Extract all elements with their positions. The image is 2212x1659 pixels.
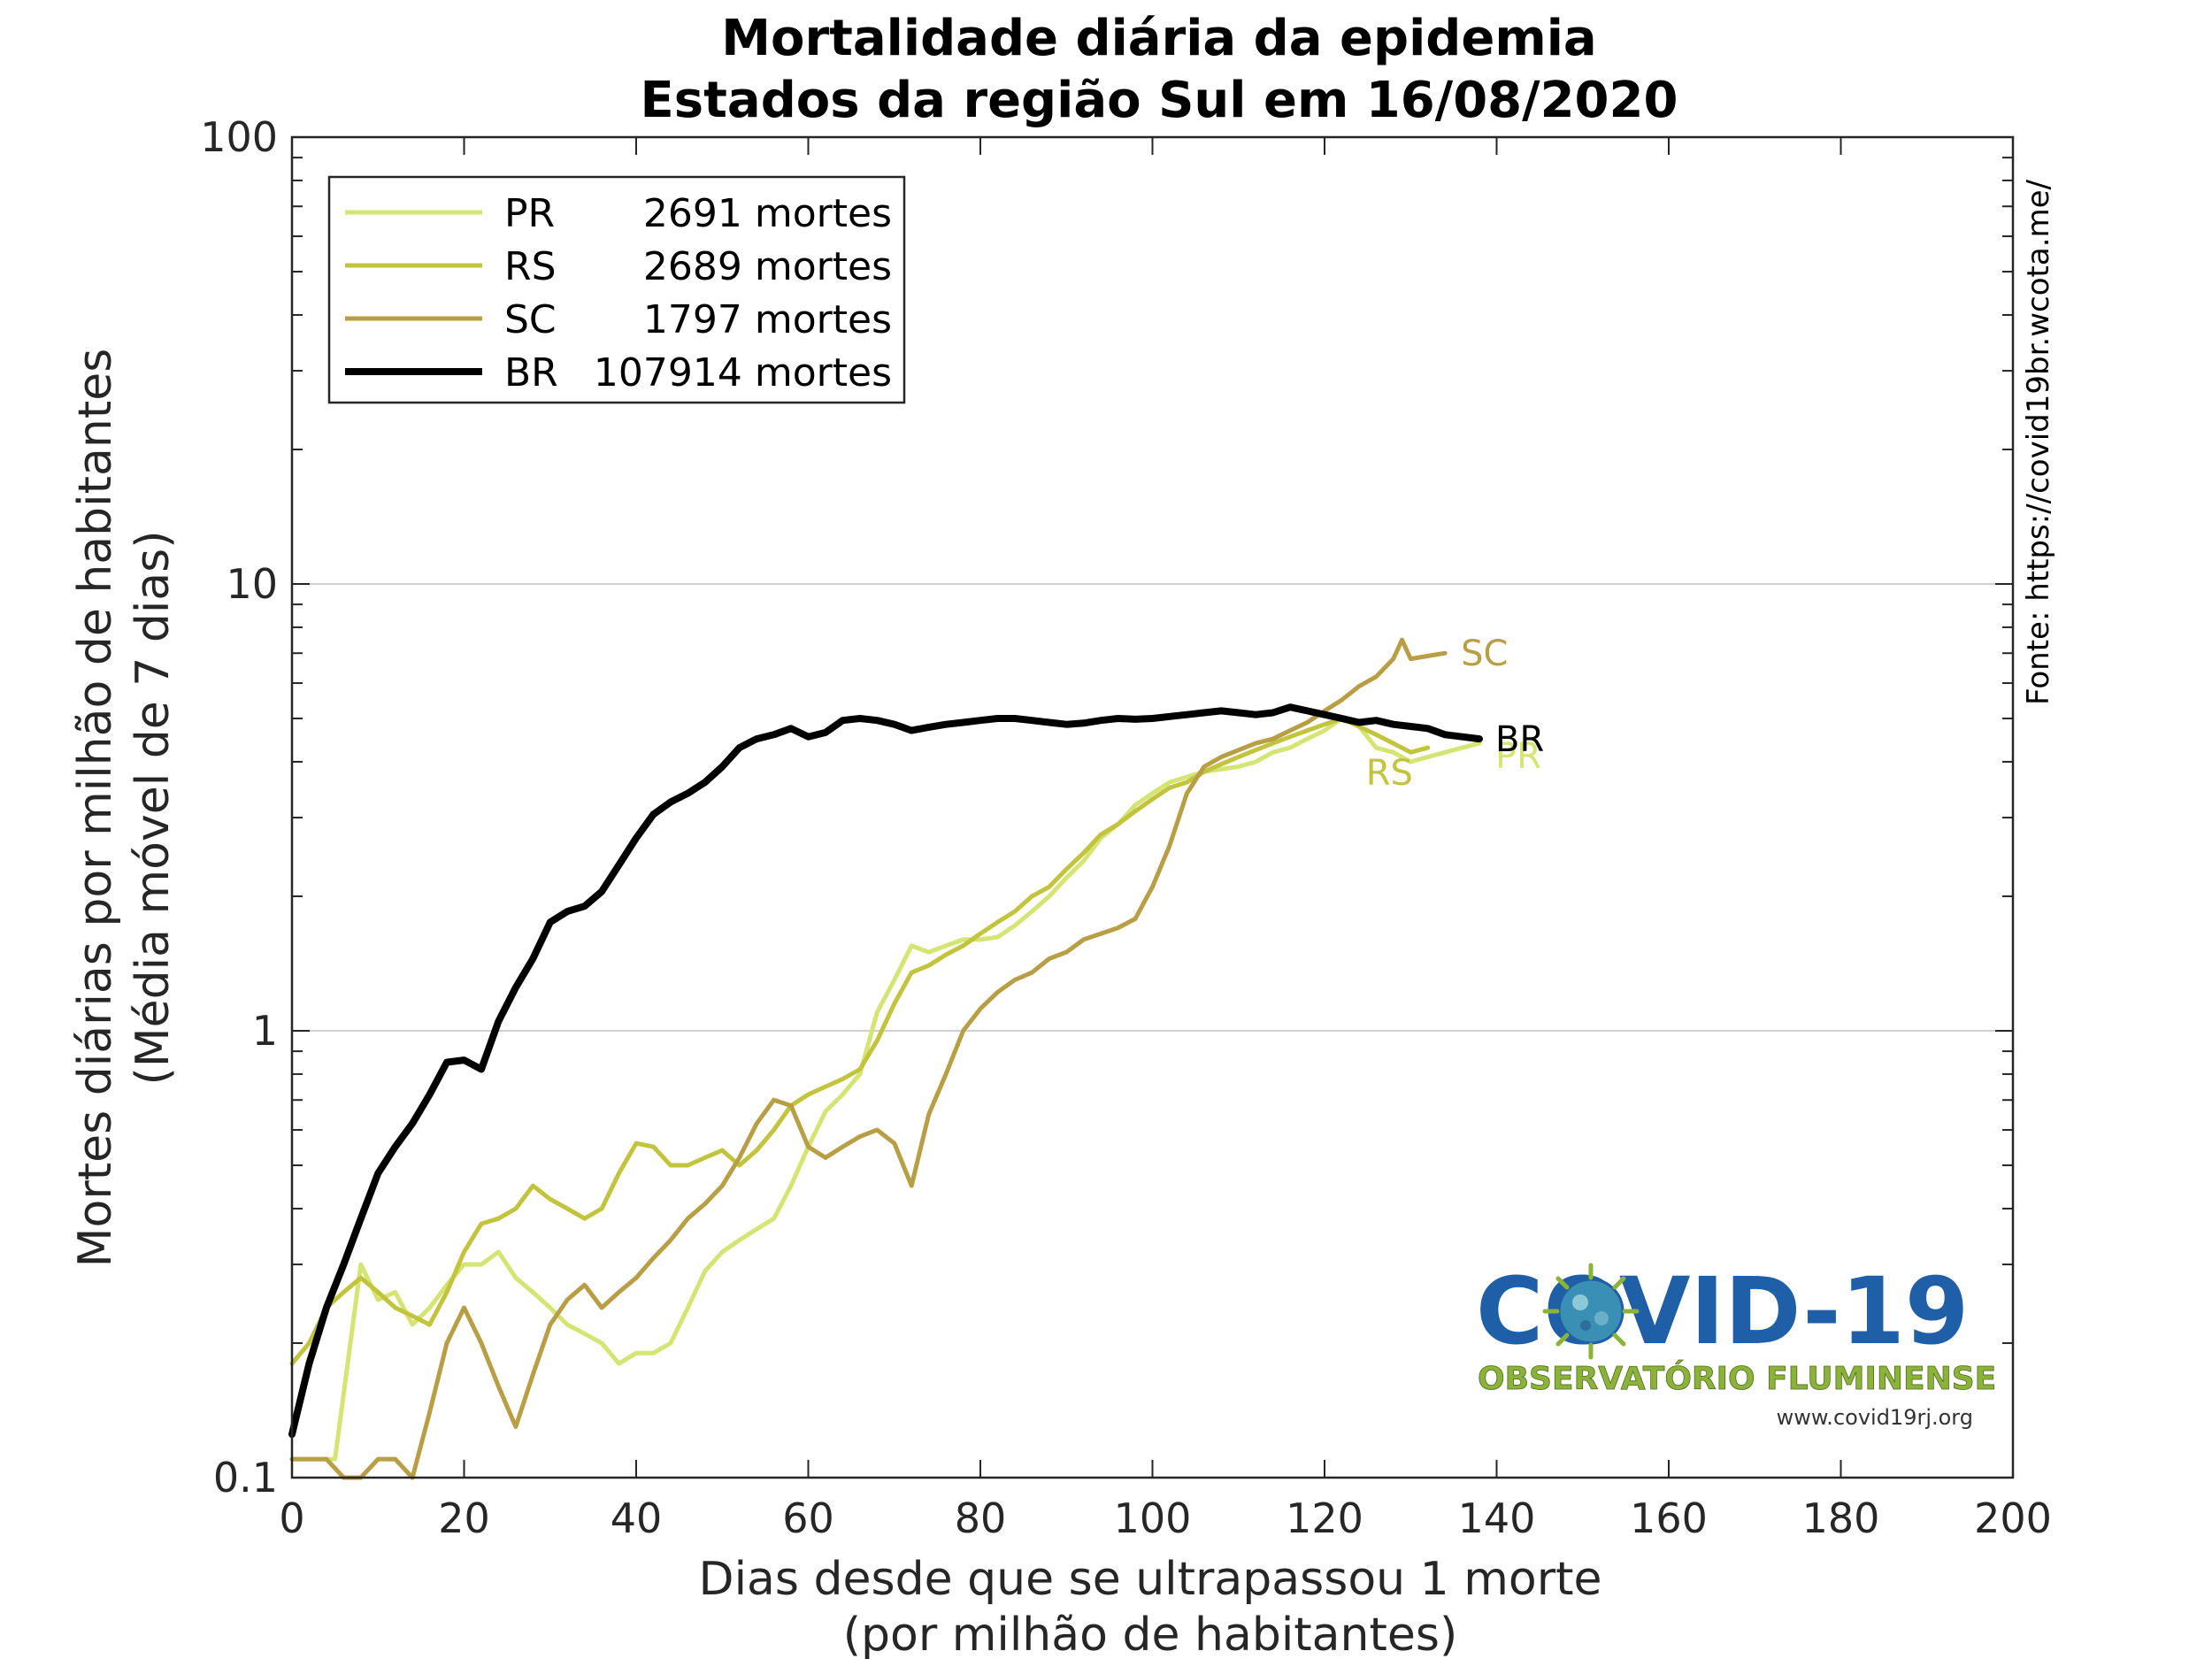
x-axis-label-line2: (por milhão de habitantes) — [843, 1609, 1458, 1659]
legend-count-rs: 2689 mortes — [643, 244, 892, 289]
grid-lines — [292, 583, 2013, 1032]
series-end-labels: PR RS SC BR — [1366, 634, 1545, 794]
legend-label-pr: PR — [504, 191, 555, 236]
axis-ticks: 0.1 1 10 100 0 20 40 60 80 100 120 140 160 180 200 — [200, 113, 2052, 1542]
x-tick-label: 140 — [1458, 1494, 1536, 1542]
legend-label-br: BR — [504, 350, 558, 396]
series-line-br — [288, 703, 1483, 1439]
y-axis-label-line2: (Média móvel de 7 dias) — [127, 530, 180, 1085]
legend-count-pr: 2691 mortes — [643, 191, 892, 236]
series-line-pr — [289, 716, 1482, 1462]
y-tick-label: 100 — [200, 113, 278, 161]
x-tick-label: 40 — [611, 1494, 663, 1542]
x-tick-label: 60 — [782, 1494, 834, 1542]
x-axis-label: Dias desde que se ultrapassou 1 morte — [699, 1553, 1602, 1606]
series-line-sc — [289, 637, 1448, 1480]
series-end-label-sc: SC — [1461, 634, 1508, 674]
series-line-rs — [289, 716, 1431, 1366]
x-tick-label: 0 — [279, 1494, 304, 1542]
x-tick-label: 100 — [1114, 1494, 1192, 1542]
x-tick-label: 200 — [1974, 1494, 2052, 1542]
source-note: Fonte: https://covid19br.wcota.me/ — [2021, 179, 2056, 705]
x-tick-label: 180 — [1802, 1494, 1880, 1542]
series-end-label-pr: PR — [1495, 736, 1541, 777]
y-tick-label: 10 — [226, 560, 278, 608]
series-end-label-br: BR — [1495, 719, 1544, 760]
chart-subtitle: Estados da região Sul em 16/08/2020 — [641, 72, 1678, 129]
legend-count-sc: 1797 mortes — [643, 297, 892, 342]
series-lines — [288, 637, 1483, 1480]
legend-label-sc: SC — [504, 297, 557, 342]
x-tick-label: 160 — [1630, 1494, 1708, 1542]
logo-url-text: www.covid19rj.org — [1777, 1405, 1973, 1430]
legend: PR 2691 mortes RS 2689 mortes SC 1797 mortes B… — [327, 175, 906, 404]
virus-icon — [1542, 1263, 1640, 1360]
legend-label-rs: RS — [504, 244, 557, 289]
legend-count-br: 107914 mortes — [594, 350, 892, 396]
x-tick-label: 20 — [438, 1494, 490, 1542]
y-tick-label: 0.1 — [213, 1454, 278, 1502]
series-end-label-rs: RS — [1366, 753, 1413, 794]
y-axis-label: Mortes diárias por milhão de habitantes — [69, 349, 122, 1268]
chart-title: Mortalidade diária da epidemia — [721, 10, 1596, 67]
x-tick-label: 120 — [1286, 1494, 1363, 1542]
y-tick-label: 1 — [252, 1007, 278, 1055]
covid19-observatorio-logo: COVID-19 OBSERVATÓRIO FLUMINENSE www.cov… — [1476, 1257, 1997, 1430]
logo-observatorio-text: OBSERVATÓRIO FLUMINENSE — [1478, 1360, 1996, 1397]
x-tick-label: 80 — [955, 1494, 1007, 1542]
